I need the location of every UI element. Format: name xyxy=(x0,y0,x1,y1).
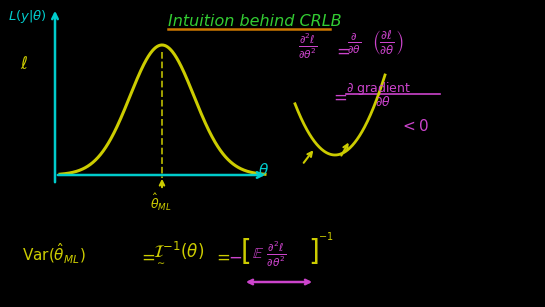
Text: $\hat{\theta}_{ML}$: $\hat{\theta}_{ML}$ xyxy=(150,192,172,213)
Text: $<0$: $<0$ xyxy=(400,118,429,134)
Text: $=$: $=$ xyxy=(333,42,350,60)
Text: $\theta$: $\theta$ xyxy=(258,162,269,178)
Text: $L(y|\theta)$: $L(y|\theta)$ xyxy=(8,8,47,25)
Text: $\sim$: $\sim$ xyxy=(155,256,166,266)
Text: $\partial\ \mathrm{gradient}$: $\partial\ \mathrm{gradient}$ xyxy=(346,80,411,97)
Text: $\frac{\partial^2\ell}{\partial\theta^2}$: $\frac{\partial^2\ell}{\partial\theta^2}… xyxy=(298,32,318,61)
Text: $\mathbb{E}\ \frac{\partial^2\ell}{\partial\theta^2}$: $\mathbb{E}\ \frac{\partial^2\ell}{\part… xyxy=(252,240,287,269)
Text: Intuition behind CRLB: Intuition behind CRLB xyxy=(168,14,342,29)
Text: $\partial\theta$: $\partial\theta$ xyxy=(375,95,391,109)
Text: $=$: $=$ xyxy=(138,248,155,266)
Text: $\ell$: $\ell$ xyxy=(20,55,28,73)
Text: $\frac{\partial}{\partial\theta}$: $\frac{\partial}{\partial\theta}$ xyxy=(347,32,361,56)
Text: $^{-1}$: $^{-1}$ xyxy=(318,232,334,246)
Text: $-$: $-$ xyxy=(228,248,242,266)
Text: $\left(\frac{\partial\ell}{\partial\theta}\right)$: $\left(\frac{\partial\ell}{\partial\thet… xyxy=(372,28,403,57)
Text: $\mathrm{Var}(\hat{\theta}_{ML})$: $\mathrm{Var}(\hat{\theta}_{ML})$ xyxy=(22,242,86,266)
Text: $[$: $[$ xyxy=(240,236,250,266)
Text: $=$: $=$ xyxy=(213,248,231,266)
Text: $=$: $=$ xyxy=(330,88,347,106)
Text: $\mathcal{I}^{-1}(\theta)$: $\mathcal{I}^{-1}(\theta)$ xyxy=(153,240,204,262)
Text: $]$: $]$ xyxy=(308,236,318,266)
